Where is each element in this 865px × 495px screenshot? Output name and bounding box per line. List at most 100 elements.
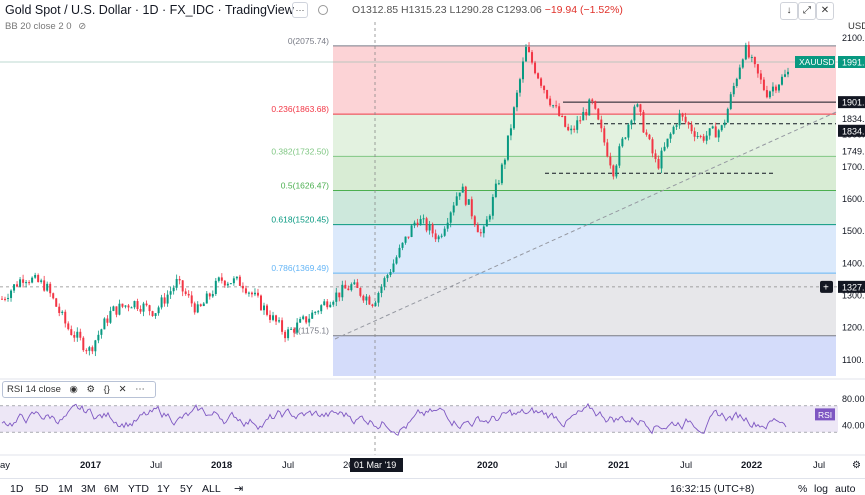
rsi-line xyxy=(1,402,787,436)
candle-body xyxy=(639,104,642,112)
rsi-legend[interactable]: RSI 14 close ◉ ⚙ {} ✕ ⋯ xyxy=(2,381,156,398)
candle-body xyxy=(528,46,531,53)
candle-body xyxy=(395,257,398,264)
candle-body xyxy=(768,91,771,98)
candle-body xyxy=(350,284,353,291)
candle-body xyxy=(594,101,597,109)
candle-body xyxy=(470,199,473,217)
candle-body xyxy=(482,226,485,234)
candle-body xyxy=(184,291,187,294)
candle-body xyxy=(247,292,250,294)
candle-body xyxy=(410,225,413,237)
candle-body xyxy=(642,111,645,133)
candle-body xyxy=(401,242,404,248)
more-icon[interactable]: ⋯ xyxy=(292,2,308,18)
candle-body xyxy=(636,104,639,107)
candle-body xyxy=(500,164,503,184)
range-5d[interactable]: 5D xyxy=(35,483,49,495)
candle-body xyxy=(627,124,630,138)
candle-body xyxy=(341,284,344,298)
candle-body xyxy=(338,292,341,298)
range-6m[interactable]: 6M xyxy=(104,483,119,495)
more-icon[interactable]: ⋯ xyxy=(135,384,145,395)
log-toggle[interactable]: log xyxy=(814,483,829,495)
candle-body xyxy=(40,280,43,282)
candle-body xyxy=(28,282,31,284)
candle-body xyxy=(552,105,555,107)
candle-body xyxy=(497,183,500,185)
range-1d[interactable]: 1D xyxy=(10,483,24,495)
rsi-axis-tick: 80.00 xyxy=(842,394,865,404)
price-axis-tick: 1700. xyxy=(842,162,865,172)
auto-toggle[interactable]: auto xyxy=(835,483,856,495)
chart-canvas[interactable]: 0(2075.74) 0.236(1863.68) 0.382(1732.50) 0.… xyxy=(0,0,865,478)
candle-body xyxy=(521,61,524,80)
trend-line xyxy=(334,111,837,340)
bb-indicator-legend[interactable]: BB 20 close 2 0 ⊘ xyxy=(5,21,86,32)
candle-body xyxy=(145,303,148,306)
symbol-title[interactable]: Gold Spot / U.S. Dollar · 1D · FX_IDC · … xyxy=(5,3,294,17)
candle-body xyxy=(531,52,534,63)
candle-body xyxy=(79,331,82,338)
candle-body xyxy=(735,78,738,87)
candle-body xyxy=(618,146,621,166)
candle-body xyxy=(55,298,58,307)
candle-body xyxy=(214,280,217,294)
candle-body xyxy=(91,347,94,352)
candle-body xyxy=(431,224,434,234)
candle-body xyxy=(169,291,172,295)
candle-body xyxy=(428,224,431,231)
add-alert-icon: + xyxy=(823,282,829,293)
candle-body xyxy=(630,120,633,125)
candle-body xyxy=(717,130,720,138)
eye-icon[interactable]: ◉ xyxy=(69,384,78,395)
candle-body xyxy=(476,224,479,233)
range-ytd[interactable]: YTD xyxy=(128,483,149,495)
candle-body xyxy=(509,128,512,136)
candle-body xyxy=(296,322,299,333)
candle-body xyxy=(744,44,747,60)
settings-icon[interactable]: ⚙ xyxy=(86,384,95,395)
candle-body xyxy=(555,105,558,107)
candle-body xyxy=(202,303,205,307)
bottom-toolbar: 1D 5D 1M 3M 6M YTD 1Y 5Y ALL ⇥ 16:32:15 … xyxy=(0,478,865,495)
market-status-icon xyxy=(318,5,328,15)
candle-body xyxy=(491,197,494,216)
close-icon[interactable]: ✕ xyxy=(816,2,834,20)
candle-body xyxy=(317,311,320,313)
close-value: C1293.06 xyxy=(496,4,542,16)
percent-toggle[interactable]: % xyxy=(798,483,808,495)
candle-body xyxy=(235,276,238,279)
code-icon[interactable]: {} xyxy=(103,384,110,395)
candle-body xyxy=(443,228,446,236)
candle-body xyxy=(344,284,347,289)
rsi-band xyxy=(0,405,838,433)
fullscreen-icon[interactable]: ⤢ xyxy=(798,2,816,20)
remove-icon[interactable]: ✕ xyxy=(118,384,127,395)
range-1m[interactable]: 1M xyxy=(58,483,73,495)
candle-body xyxy=(347,288,350,291)
candle-body xyxy=(657,158,660,169)
clock[interactable]: 16:32:15 (UTC+8) xyxy=(670,483,755,495)
candle-body xyxy=(699,135,702,137)
range-5y[interactable]: 5Y xyxy=(180,483,193,495)
candle-body xyxy=(660,150,663,169)
candle-body xyxy=(263,305,265,311)
goto-date-icon[interactable]: ⇥ xyxy=(234,483,244,495)
fib-zone xyxy=(333,224,836,274)
candle-body xyxy=(226,283,229,286)
arrow-down-icon[interactable]: ↓ xyxy=(780,2,798,20)
currency-label[interactable]: USD xyxy=(848,21,865,32)
line-price-tag: 1834. xyxy=(842,126,865,136)
candle-body xyxy=(654,153,657,159)
range-1y[interactable]: 1Y xyxy=(157,483,170,495)
candle-body xyxy=(437,236,440,240)
candle-body xyxy=(756,64,759,74)
candle-body xyxy=(383,278,386,287)
range-all[interactable]: ALL xyxy=(202,483,221,495)
time-axis-label: 2021 xyxy=(608,460,630,471)
range-3m[interactable]: 3M xyxy=(81,483,96,495)
eye-off-icon[interactable]: ⊘ xyxy=(78,21,87,32)
candle-body xyxy=(127,305,130,308)
candle-body xyxy=(67,323,70,330)
